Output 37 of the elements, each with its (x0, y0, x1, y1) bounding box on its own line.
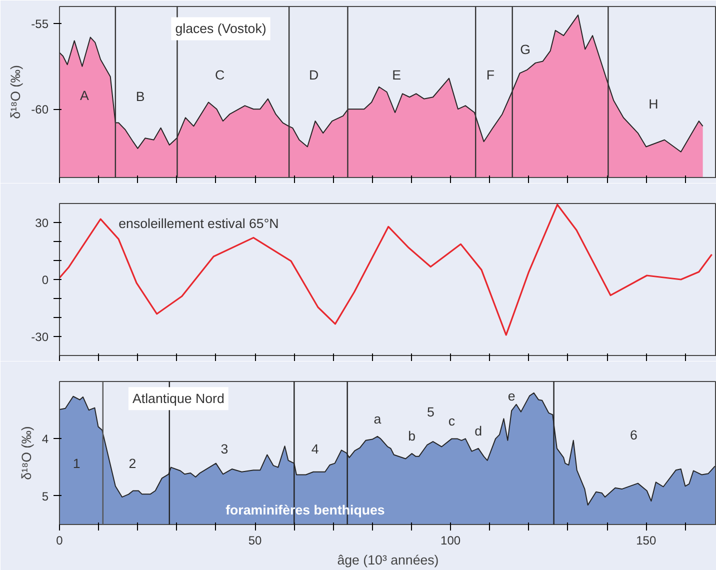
annotation: G (520, 42, 531, 57)
x-axis-title: âge (10³ années) (337, 552, 439, 568)
annotation: 5 (427, 404, 434, 420)
x-tick-label: 50 (248, 534, 262, 548)
y-tick-label: -55 (31, 17, 49, 32)
line-series (60, 204, 713, 336)
y-tick-label: 5 (42, 489, 49, 504)
annotation: H (648, 96, 658, 112)
annotation: 1 (72, 456, 80, 472)
x-tick-label: 100 (440, 534, 461, 548)
annotation: c (448, 414, 456, 429)
annotation: b (408, 428, 416, 444)
annotation: 3 (220, 442, 228, 457)
text: Atlantique Nord (132, 391, 224, 406)
annotation: d (474, 423, 482, 438)
y-tick-label: 0 (42, 273, 49, 287)
text: glaces (Vostok) (175, 21, 266, 36)
annotation: A (80, 88, 90, 103)
annotation: 4 (311, 442, 320, 457)
y-tick-label: 4 (42, 432, 49, 446)
x-tick-label: 0 (56, 534, 64, 548)
y-axis-title: δ¹⁸O (‰) (8, 65, 24, 119)
annotation: e (508, 388, 516, 404)
annotation: 2 (128, 456, 136, 472)
annotation: F (486, 67, 495, 82)
y-tick-label: -60 (31, 102, 49, 117)
text: ensoleillement estival 65°N (118, 216, 279, 231)
y-axis-title: δ¹⁸O (‰) (18, 426, 34, 480)
x-tick-label: 150 (636, 534, 656, 548)
annotation: C (214, 67, 225, 82)
annotation: E (392, 67, 402, 82)
y-tick-label: 30 (35, 216, 49, 230)
annotation: D (308, 67, 319, 82)
annotation: a (374, 411, 382, 426)
y-tick-label: -30 (31, 330, 49, 344)
annotation: B (136, 88, 145, 104)
annotation: 6 (630, 427, 638, 442)
